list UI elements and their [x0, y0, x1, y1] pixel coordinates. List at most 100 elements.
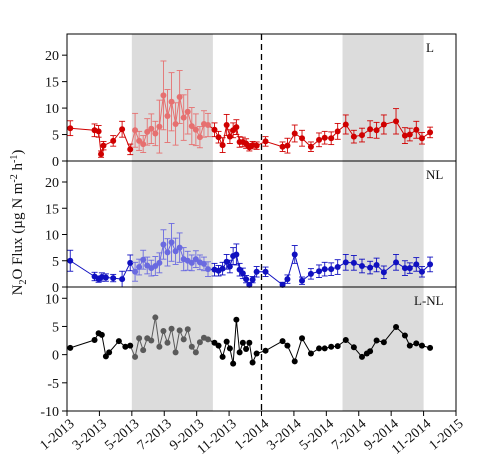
data-point: [132, 127, 139, 134]
data-point: [160, 327, 167, 334]
data-point: [291, 130, 298, 137]
data-point: [418, 342, 425, 349]
data-point: [418, 135, 425, 142]
data-point: [342, 121, 349, 128]
data-point: [393, 118, 400, 125]
series-segment: [171, 328, 177, 353]
y-tick-label: 15: [45, 76, 59, 91]
data-point: [215, 342, 222, 349]
data-point: [115, 338, 122, 345]
data-point: [253, 142, 260, 149]
series-segment: [121, 262, 131, 280]
data-point: [291, 251, 298, 258]
series-segment: [171, 101, 177, 125]
data-point: [233, 251, 240, 258]
data-point: [262, 268, 269, 275]
data-point: [148, 125, 155, 132]
data-point: [350, 344, 357, 351]
data-point: [427, 261, 434, 268]
data-point: [413, 261, 420, 268]
data-point: [358, 263, 365, 269]
y-tick-label: 20: [45, 176, 59, 191]
data-point: [401, 132, 408, 139]
data-point: [380, 339, 387, 346]
series-segment: [121, 129, 131, 150]
y-tick-label: 10: [45, 292, 59, 307]
data-point: [102, 274, 109, 281]
data-point: [67, 257, 74, 264]
data-point: [373, 127, 380, 134]
data-point: [132, 268, 139, 275]
data-point: [152, 130, 159, 137]
data-point: [164, 113, 171, 120]
data-point: [119, 276, 126, 283]
data-point: [168, 325, 175, 332]
shaded-period-1: [342, 34, 424, 411]
data-point: [156, 343, 163, 350]
data-point: [342, 336, 349, 343]
data-point: [223, 122, 230, 129]
data-point: [246, 281, 253, 288]
data-point: [91, 336, 98, 343]
series-segment: [175, 330, 181, 353]
series-segment: [129, 130, 136, 150]
shaded-period-0: [131, 34, 213, 411]
data-point: [253, 268, 260, 275]
data-point: [393, 259, 400, 266]
data-point: [243, 276, 250, 283]
data-point: [98, 151, 105, 158]
data-point: [367, 264, 374, 271]
data-point: [418, 268, 425, 275]
data-point: [401, 265, 408, 272]
data-point: [284, 276, 291, 283]
data-point: [180, 336, 187, 343]
data-point: [307, 270, 314, 277]
data-point: [373, 337, 380, 344]
data-point: [219, 142, 226, 149]
data-point: [406, 265, 413, 272]
data-point: [413, 126, 420, 133]
data-point: [380, 269, 387, 276]
data-point: [188, 259, 195, 266]
data-point: [279, 281, 286, 288]
data-point: [299, 277, 306, 284]
data-point: [102, 353, 109, 360]
data-point: [321, 345, 328, 352]
data-point: [136, 264, 143, 271]
series-segment: [134, 338, 140, 357]
y-tick-label: 5: [52, 129, 59, 144]
series-segment: [383, 326, 397, 343]
data-point: [279, 338, 286, 345]
data-point: [164, 249, 171, 256]
data-point: [106, 349, 113, 356]
data-point: [249, 359, 256, 366]
data-point: [350, 133, 357, 140]
series-segment: [286, 254, 296, 280]
series-segment: [179, 96, 185, 118]
data-point: [110, 275, 117, 282]
data-point: [168, 98, 175, 105]
y-tick-label: 0: [52, 349, 59, 364]
panel-label: L: [426, 40, 434, 55]
data-point: [249, 276, 256, 283]
data-point: [342, 259, 349, 266]
data-point: [334, 343, 341, 350]
data-point: [307, 143, 314, 150]
data-point: [230, 360, 237, 367]
data-point: [233, 316, 240, 323]
x-tick-label: 3-2014: [264, 417, 304, 454]
data-point: [393, 324, 400, 331]
x-tick-label: 5-2013: [102, 417, 142, 454]
data-point: [152, 263, 159, 269]
data-point: [196, 339, 203, 346]
data-point: [328, 135, 335, 142]
data-point: [328, 343, 335, 350]
data-point: [380, 121, 387, 128]
data-series: [67, 60, 434, 367]
data-point: [176, 244, 183, 251]
panel-label: L-NL: [414, 293, 444, 308]
data-point: [239, 270, 246, 277]
data-point: [119, 126, 126, 133]
series-segment: [265, 271, 283, 286]
data-point: [316, 136, 323, 143]
